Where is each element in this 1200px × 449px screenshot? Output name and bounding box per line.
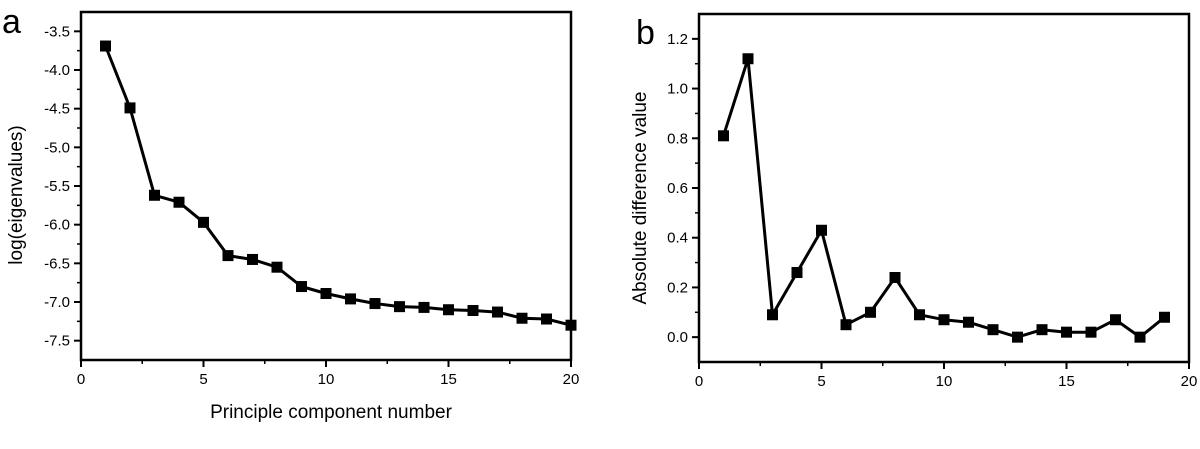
chart-a-y-tick-label: -5.0 bbox=[44, 139, 70, 156]
chart-a-data-point bbox=[492, 306, 503, 318]
chart-a-data-point bbox=[222, 250, 234, 262]
chart-a-y-tick-label: -5.5 bbox=[44, 178, 70, 195]
chart-a-y-tick-label: -7.0 bbox=[44, 294, 70, 311]
chart-a-data-point bbox=[516, 312, 528, 324]
chart-b-y-tick-label: 0.6 bbox=[667, 180, 688, 197]
chart-b-data-point bbox=[1012, 331, 1023, 343]
chart-b-data-point bbox=[816, 224, 827, 236]
chart-b-series-line bbox=[722, 57, 1166, 339]
chart-a-x-axis-title: Principle component number bbox=[210, 402, 453, 423]
chart-b-y-tick-label: 0.4 bbox=[667, 230, 688, 247]
chart-b-data-point bbox=[963, 316, 974, 328]
chart-b-data-point bbox=[987, 324, 999, 336]
chart-a-data-point bbox=[100, 40, 111, 52]
chart-b-x-tick-label: 10 bbox=[936, 373, 953, 390]
chart-a-data-point bbox=[565, 319, 577, 331]
chart-b-data-point bbox=[1036, 324, 1048, 336]
chart-a-data-point bbox=[467, 305, 479, 317]
chart-a-data-point bbox=[271, 261, 283, 273]
chart-a-x-tick-label: 20 bbox=[563, 371, 580, 388]
chart-b-data-point bbox=[1159, 311, 1170, 323]
chart-b-y-tick-label: 0.8 bbox=[667, 130, 688, 147]
chart-b-data-point bbox=[767, 309, 778, 321]
chart-a-series-line bbox=[104, 45, 572, 327]
chart-a-x-ticks: 0 5 10 15 20 bbox=[77, 360, 580, 388]
chart-b-data-point bbox=[718, 130, 729, 142]
chart-a-data-point bbox=[198, 216, 209, 228]
chart-b-data-point bbox=[742, 53, 754, 65]
chart-a-x-tick-label: 5 bbox=[199, 371, 207, 388]
chart-a-data-point bbox=[394, 301, 405, 313]
chart-b-data-point bbox=[1134, 331, 1146, 343]
chart-a-data-point bbox=[345, 293, 356, 305]
chart-a-data-point bbox=[247, 253, 258, 265]
chart-b-x-tick-label: 20 bbox=[1181, 373, 1198, 390]
chart-a-data-point bbox=[369, 298, 381, 310]
chart-a-y-tick-label: -7.5 bbox=[44, 333, 70, 350]
chart-a-data-point bbox=[124, 102, 136, 114]
chart-a-data-point bbox=[149, 189, 160, 201]
chart-a-data-point bbox=[541, 313, 552, 325]
chart-b-data-point bbox=[1085, 326, 1097, 338]
chart-b-data-point bbox=[840, 319, 852, 331]
chart-a-y-tick-label: -6.0 bbox=[44, 217, 70, 234]
chart-b-data-point bbox=[1110, 314, 1121, 326]
chart-a-data-point bbox=[443, 304, 454, 316]
chart-a-series bbox=[100, 40, 577, 331]
chart-b-x-ticks: 0 5 10 15 20 bbox=[695, 362, 1198, 390]
chart-b-x-tick-label: 5 bbox=[817, 373, 825, 390]
chart-a-data-point bbox=[320, 287, 332, 299]
chart-a-data-point bbox=[173, 196, 185, 208]
chart-b-y-tick-label: 1.0 bbox=[667, 81, 688, 98]
chart-a-data-point bbox=[296, 281, 307, 293]
chart-b-series bbox=[718, 53, 1170, 343]
chart-a-y-tick-label: -6.5 bbox=[44, 255, 70, 272]
chart-b-data-point bbox=[914, 309, 925, 321]
chart-b-y-tick-label: 1.2 bbox=[667, 31, 688, 48]
chart-b-x-tick-label: 0 bbox=[695, 373, 703, 390]
chart-b-y-ticks: 0.0 0.2 0.4 0.6 0.8 1.0 1.2 bbox=[667, 31, 699, 346]
chart-b-data-point bbox=[865, 306, 876, 318]
chart-a-y-tick-label: -4.5 bbox=[44, 101, 70, 118]
chart-b-data-point bbox=[938, 314, 950, 326]
chart-a-y-tick-label: -4.0 bbox=[44, 62, 70, 79]
chart-b-y-tick-label: 0.2 bbox=[667, 279, 688, 296]
chart-a-y-ticks: -3.5 -4.0 -4.5 -5.0 -5.5 -6.0 -6.5 -7.0 -7.5 bbox=[44, 23, 81, 350]
chart-b-data-point bbox=[889, 271, 901, 283]
panel-a-letter: a bbox=[2, 3, 21, 41]
chart-b-y-axis-title: Absolute difference value bbox=[630, 91, 651, 304]
panel-b-letter: b bbox=[636, 14, 655, 52]
chart-b-data-point bbox=[791, 267, 803, 279]
chart-a-y-tick-label: -3.5 bbox=[44, 23, 70, 40]
chart-b: b 0.0 0.2 0.4 0.6 0.8 1.0 1.2 0 5 10 15 20 Absolut… bbox=[630, 12, 1198, 390]
chart-a-x-tick-label: 15 bbox=[440, 371, 457, 388]
chart-b-y-tick-label: 0.0 bbox=[667, 329, 688, 346]
chart-b-x-tick-label: 15 bbox=[1058, 373, 1075, 390]
chart-a-x-tick-label: 10 bbox=[318, 371, 335, 388]
chart-a-data-point bbox=[418, 301, 430, 313]
chart-b-data-point bbox=[1061, 326, 1072, 338]
chart-a: a -3.5 -4.0 -4.5 -5.0 -5.5 -6.0 -6.5 -7.0 -7.5 0… bbox=[2, 3, 579, 423]
chart-a-y-axis-title: log(eigenvalues) bbox=[6, 125, 27, 264]
chart-a-x-tick-label: 0 bbox=[77, 371, 85, 388]
